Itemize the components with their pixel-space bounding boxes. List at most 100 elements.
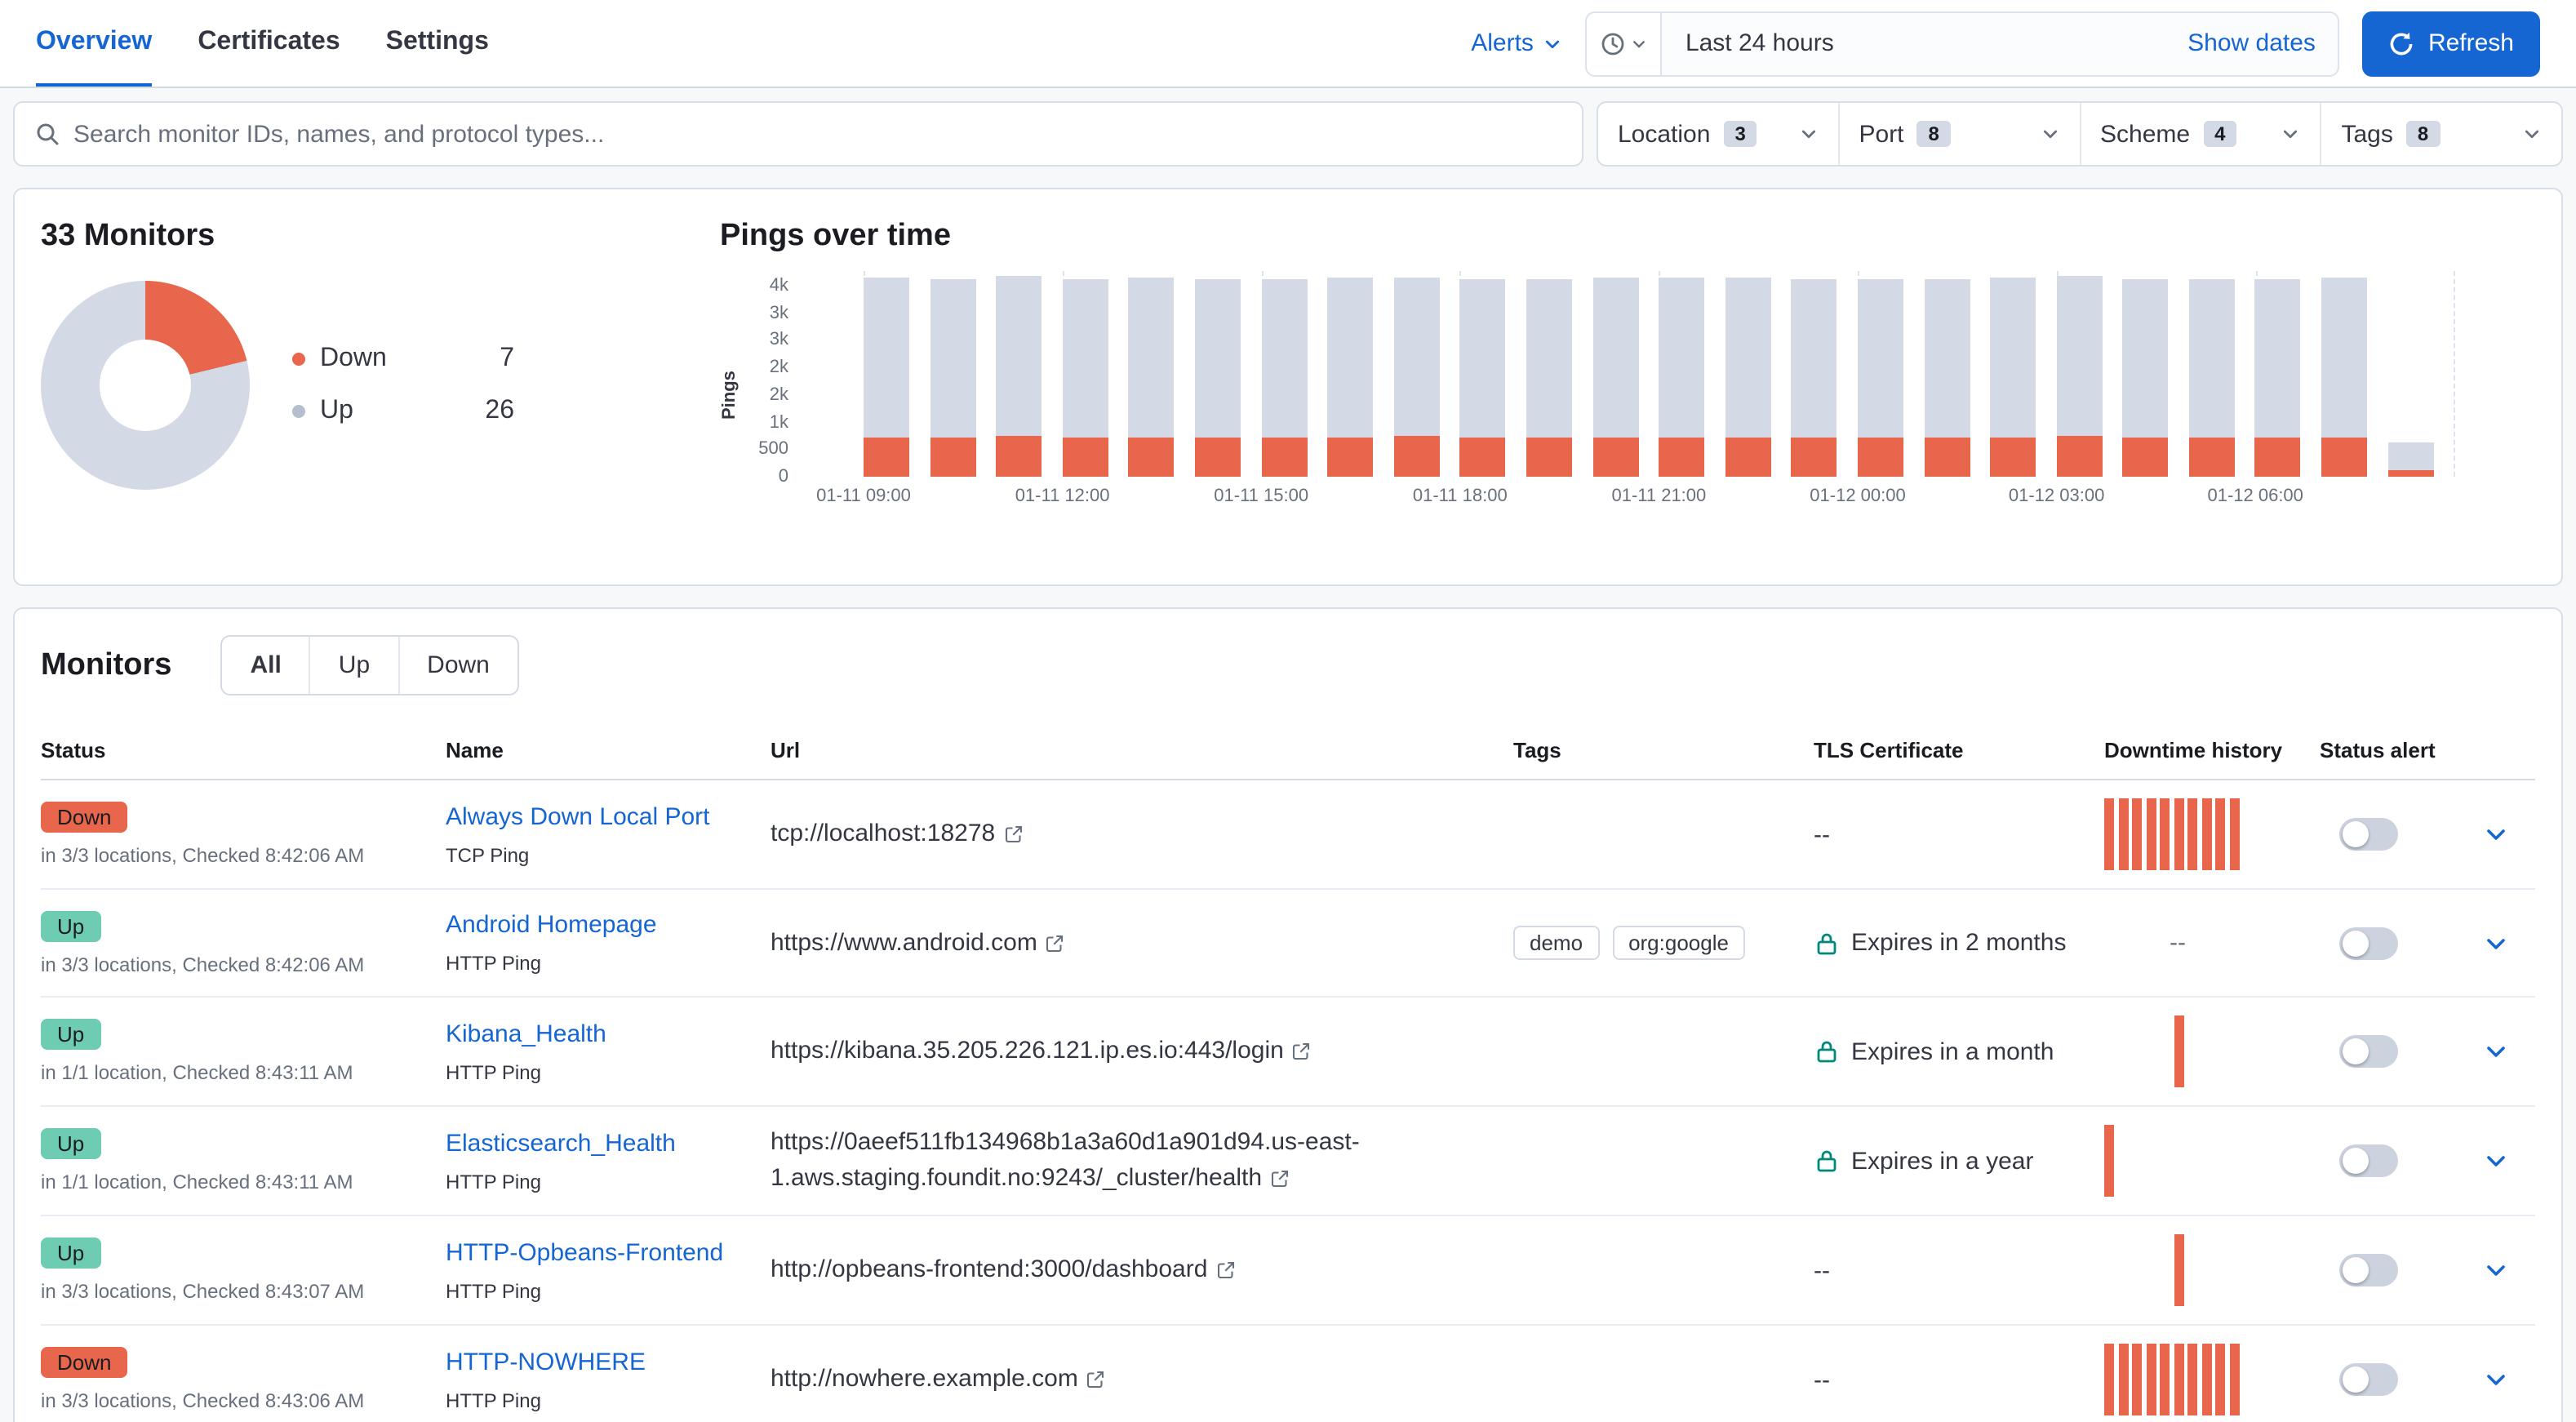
up-pings-segment	[2321, 278, 2368, 438]
downtime-slot	[2201, 1344, 2215, 1415]
downtime-slot	[2146, 798, 2160, 870]
tag-badge[interactable]: demo	[1513, 926, 1600, 960]
downtime-slot	[2215, 1125, 2229, 1197]
status-detail: in 1/1 location, Checked 8:43:11 AM	[41, 1171, 353, 1193]
ping-bar	[864, 278, 909, 477]
ping-bar	[1990, 278, 2036, 477]
status-alert-cell	[2320, 1144, 2476, 1177]
downtime-slot	[2201, 1015, 2215, 1087]
ping-bar	[1791, 278, 1837, 477]
status-alert-toggle[interactable]	[2339, 927, 2398, 959]
url-cell: http://opbeans-frontend:3000/dashboard	[771, 1252, 1513, 1288]
alerts-menu-button[interactable]: Alerts	[1471, 29, 1563, 57]
tab-certificates[interactable]: Certificates	[198, 27, 340, 55]
name-cell: Android Homepage HTTP Ping	[446, 911, 771, 975]
status-alert-toggle[interactable]	[2339, 1144, 2398, 1177]
down-pings-segment	[1526, 438, 1572, 477]
downtime-bar	[2174, 798, 2183, 870]
filter-port[interactable]: Port 8	[1837, 103, 2080, 165]
chevron-down-icon	[1799, 124, 1819, 144]
filter-group: Location 3 Port 8 Scheme 4 Tags 8	[1597, 101, 2563, 167]
up-pings-segment	[1459, 278, 1506, 438]
quick-select-button[interactable]	[1587, 12, 1663, 74]
table-body: Down in 3/3 locations, Checked 8:42:06 AM…	[41, 780, 2535, 1422]
down-pings-segment	[1062, 437, 1108, 477]
expand-row-button[interactable]	[2476, 1360, 2516, 1399]
status-alert-cell	[2320, 818, 2476, 851]
y-axis-ticks: 4k 3k 3k 2k 2k 1k 500 0	[758, 276, 788, 487]
monitors-table: Status Name Url Tags TLS Certificate Downtime…	[41, 725, 2535, 1422]
downtime-slot	[2201, 1234, 2215, 1306]
tls-cell: --	[1814, 1366, 2104, 1393]
external-link-icon[interactable]	[1270, 1169, 1290, 1189]
app-tabs: Overview Certificates Settings	[36, 0, 489, 87]
external-link-icon[interactable]	[1046, 933, 1065, 953]
url-cell: http://nowhere.example.com	[771, 1362, 1513, 1398]
date-range-value[interactable]: Last 24 hours	[1685, 29, 1834, 57]
chevron-down-icon	[2040, 124, 2059, 144]
downtime-bar	[2229, 1344, 2239, 1415]
downtime-bars	[2104, 1344, 2320, 1415]
monitor-name-link[interactable]: Always Down Local Port	[446, 802, 710, 830]
monitor-name-link[interactable]: Elasticsearch_Health	[446, 1129, 676, 1157]
up-pings-segment	[2254, 278, 2301, 438]
external-link-icon[interactable]	[1003, 824, 1023, 844]
chevron-down-icon	[2522, 124, 2542, 144]
show-dates-link[interactable]: Show dates	[2187, 29, 2316, 57]
external-link-icon[interactable]	[1215, 1260, 1235, 1280]
status-alert-toggle[interactable]	[2339, 1254, 2398, 1286]
column-header-status: Status	[41, 738, 106, 762]
external-link-icon[interactable]	[1292, 1042, 1312, 1061]
tls-status: --	[1814, 1256, 1830, 1284]
filter-tab-all[interactable]: All	[222, 637, 309, 694]
downtime-slot	[2215, 798, 2229, 870]
downtime-slot	[2160, 1015, 2174, 1087]
downtime-bars	[2104, 1015, 2320, 1087]
status-detail: in 3/3 locations, Checked 8:43:06 AM	[41, 1389, 365, 1412]
down-pings-segment	[1128, 437, 1175, 477]
downtime-bar	[2118, 798, 2128, 870]
protocol-label: HTTP Ping	[446, 1279, 541, 1302]
monitor-name-link[interactable]: HTTP-NOWHERE	[446, 1348, 646, 1375]
refresh-button[interactable]: Refresh	[2362, 11, 2540, 76]
external-link-icon[interactable]	[1086, 1370, 1106, 1389]
status-alert-cell	[2320, 1254, 2476, 1286]
status-alert-toggle[interactable]	[2339, 818, 2398, 851]
tab-overview[interactable]: Overview	[36, 0, 153, 87]
monitor-name-link[interactable]: HTTP-Opbeans-Frontend	[446, 1238, 724, 1266]
lock-icon	[1814, 930, 1840, 956]
expand-row-button[interactable]	[2476, 1032, 2516, 1071]
downtime-slot	[2174, 1125, 2187, 1197]
ping-bar	[1261, 278, 1308, 477]
monitor-name-link[interactable]: Android Homepage	[446, 911, 657, 939]
expand-row-button[interactable]	[2476, 1141, 2516, 1180]
expand-row-button[interactable]	[2476, 1251, 2516, 1290]
filter-tab-down[interactable]: Down	[398, 637, 517, 694]
downtime-history-cell	[2104, 798, 2320, 870]
table-header-row: Status Name Url Tags TLS Certificate Downtime…	[41, 725, 2535, 780]
downtime-slot	[2229, 1125, 2243, 1197]
monitor-name-link[interactable]: Kibana_Health	[446, 1020, 606, 1047]
status-alert-toggle[interactable]	[2339, 1363, 2398, 1396]
toggle-knob	[2343, 1148, 2369, 1174]
downtime-slot	[2146, 1234, 2160, 1306]
tab-settings[interactable]: Settings	[385, 27, 489, 55]
filter-scheme[interactable]: Scheme 4	[2079, 103, 2321, 165]
chevron-down-icon	[2281, 124, 2301, 144]
filter-location[interactable]: Location 3	[1598, 103, 1838, 165]
pings-over-time-chart: Pings 4k 3k 3k 2k 2k 1k 500 0 01-11 09:00 01-11 …	[720, 271, 2535, 519]
up-pings-segment	[1592, 278, 1639, 438]
filter-tab-up[interactable]: Up	[309, 637, 398, 694]
status-alert-toggle[interactable]	[2339, 1035, 2398, 1068]
downtime-history-cell	[2104, 1015, 2320, 1087]
search-input[interactable]	[73, 120, 1562, 148]
filter-tags[interactable]: Tags 8	[2320, 103, 2562, 165]
tag-badge[interactable]: org:google	[1612, 926, 1745, 960]
pings-over-time: Pings over time Pings 4k 3k 3k 2k 2k 1k 500 0 0…	[707, 219, 2535, 555]
up-pings-segment	[2387, 442, 2434, 470]
expand-row-button[interactable]	[2476, 815, 2516, 854]
name-cell: HTTP-Opbeans-Frontend HTTP Ping	[446, 1238, 771, 1302]
up-pings-segment	[864, 278, 909, 438]
downtime-slot	[2104, 1234, 2118, 1306]
expand-row-button[interactable]	[2476, 923, 2516, 962]
